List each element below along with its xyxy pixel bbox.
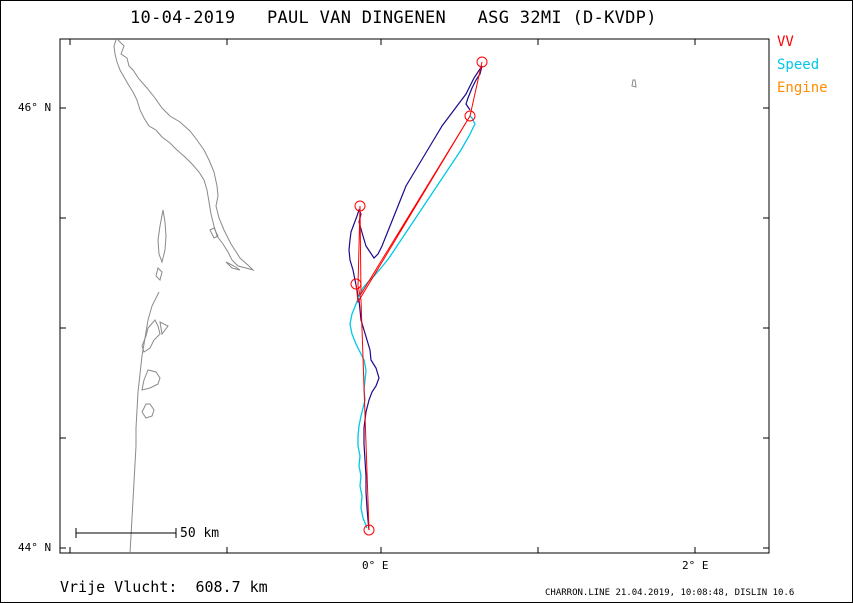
turnpoint-marker	[350, 278, 362, 290]
legend-vv: VV	[777, 34, 794, 50]
plot-area-border	[59, 38, 770, 554]
scale-bar	[75, 528, 177, 538]
x-tick-label: 0° E	[362, 559, 389, 572]
scale-bar-label: 50 km	[180, 526, 220, 541]
legend-speed: Speed	[777, 57, 820, 73]
turnpoint-marker	[354, 200, 366, 212]
axis-ticks	[60, 39, 769, 553]
generation-stamp: CHARRON.LINE 21.04.2019, 10:08:48, DISLI…	[545, 588, 795, 598]
distance-readout: Vrije Vlucht: 608.7 km	[60, 578, 268, 596]
speed-track	[349, 115, 476, 529]
y-tick-label: 46° N	[18, 101, 52, 114]
turnpoint-markers	[350, 56, 488, 536]
task-legs	[355, 61, 483, 531]
page-title: 10-04-2019 PAUL VAN DINGENEN ASG 32MI (D…	[130, 8, 657, 28]
y-tick-label: 44° N	[18, 541, 52, 554]
turnpoint-marker	[464, 110, 476, 122]
legend-engine: Engine	[777, 80, 828, 96]
flight-track	[348, 65, 483, 531]
turnpoint-marker	[363, 524, 375, 536]
coastline	[113, 39, 637, 554]
x-tick-label: 2° E	[682, 559, 709, 572]
turnpoint-marker	[476, 56, 488, 68]
